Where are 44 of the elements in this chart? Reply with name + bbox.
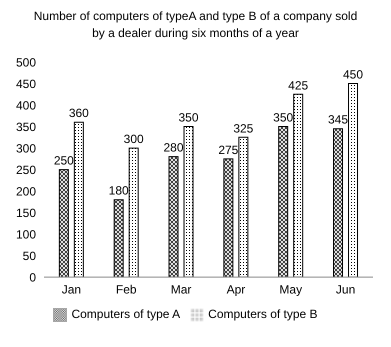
bar xyxy=(223,158,234,278)
bar xyxy=(293,94,304,278)
y-tick-label: 50 xyxy=(22,248,36,263)
bar xyxy=(333,128,344,278)
y-tick-label: 450 xyxy=(16,76,36,91)
legend-label: Computers of type A xyxy=(71,307,180,322)
bar xyxy=(114,199,124,278)
bar xyxy=(168,156,179,278)
bar xyxy=(74,122,84,278)
y-tick-label: 250 xyxy=(16,162,36,177)
data-label: 275 xyxy=(218,142,239,157)
x-tick-label: May xyxy=(279,282,302,297)
data-label: 280 xyxy=(164,140,184,155)
data-label: 250 xyxy=(54,154,74,168)
y-tick-label: 350 xyxy=(16,120,36,134)
y-tick-label: 400 xyxy=(16,98,36,112)
x-tick-label: Mar xyxy=(170,282,192,297)
data-label: 425 xyxy=(288,78,309,92)
x-tick-label: Jun xyxy=(336,282,356,297)
y-tick-label: 500 xyxy=(16,55,36,70)
data-label: 345 xyxy=(328,112,348,127)
data-label: 300 xyxy=(124,132,144,146)
data-label: 325 xyxy=(233,121,254,136)
bar xyxy=(278,126,288,278)
y-tick-label: 100 xyxy=(16,227,36,242)
data-label: 360 xyxy=(68,106,90,120)
y-tick-label: 0 xyxy=(29,270,36,284)
data-label: 350 xyxy=(178,110,199,125)
bar xyxy=(58,169,69,278)
y-tick-label: 200 xyxy=(16,184,36,198)
data-label: 450 xyxy=(343,68,364,82)
bar xyxy=(238,136,248,278)
chart-title: Number of computers of typeA and type B of a company sold by a dealer during six months of a year xyxy=(32,8,358,42)
x-tick-label: Apr xyxy=(226,282,246,297)
legend-label: Computers of type B xyxy=(208,307,318,322)
bar xyxy=(184,126,194,278)
data-label: 350 xyxy=(273,110,294,125)
x-tick-label: Feb xyxy=(116,282,137,297)
y-tick-label: 150 xyxy=(16,206,36,220)
y-tick-label: 300 xyxy=(16,141,36,156)
x-tick-label: Jan xyxy=(62,282,82,297)
bar xyxy=(128,148,139,278)
bar xyxy=(348,83,358,278)
data-label: 180 xyxy=(108,184,130,198)
